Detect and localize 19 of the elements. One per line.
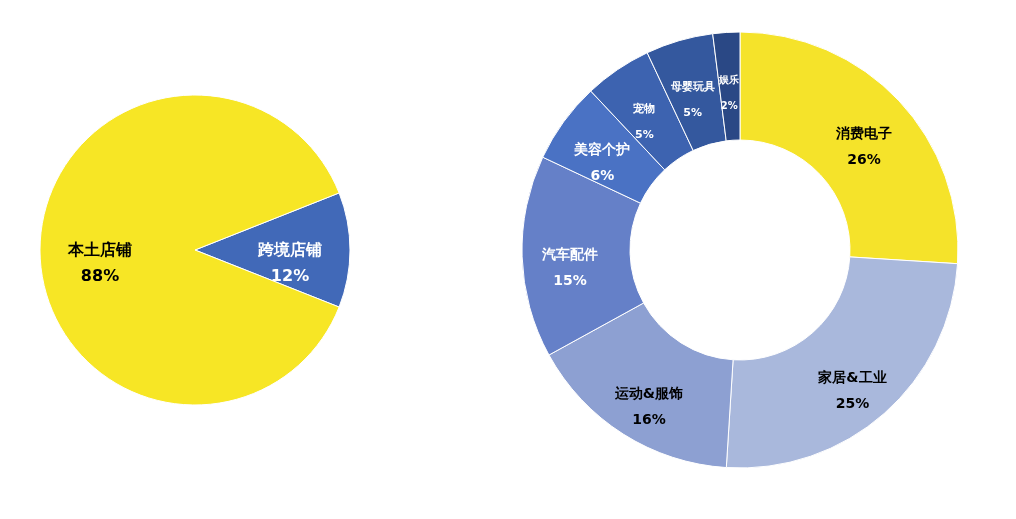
slice-label: 运动&服饰 <box>613 384 684 401</box>
data-label: 5% <box>683 105 702 119</box>
data-label: 26% <box>847 150 881 167</box>
data-label: 25% <box>835 394 870 411</box>
data-label: 16% <box>632 410 666 427</box>
slice-label: 美容个护 <box>573 141 631 158</box>
slice-label: 母婴玩具 <box>669 79 715 93</box>
slice-label: 消费电子 <box>834 124 892 141</box>
data-label: 6% <box>590 167 615 184</box>
slice-label: 宠物 <box>632 102 656 116</box>
data-label: 15% <box>553 272 587 289</box>
data-label: 12% <box>270 266 310 285</box>
slice-label: 娱乐 <box>718 74 740 86</box>
slice-label: 汽车配件 <box>541 246 599 263</box>
data-label: 5% <box>635 128 654 142</box>
slice-label: 家居&工业 <box>817 368 887 385</box>
slice-label: 本土店铺 <box>67 240 132 259</box>
data-label: 88% <box>80 266 120 285</box>
slice-label: 跨境店铺 <box>257 240 322 259</box>
